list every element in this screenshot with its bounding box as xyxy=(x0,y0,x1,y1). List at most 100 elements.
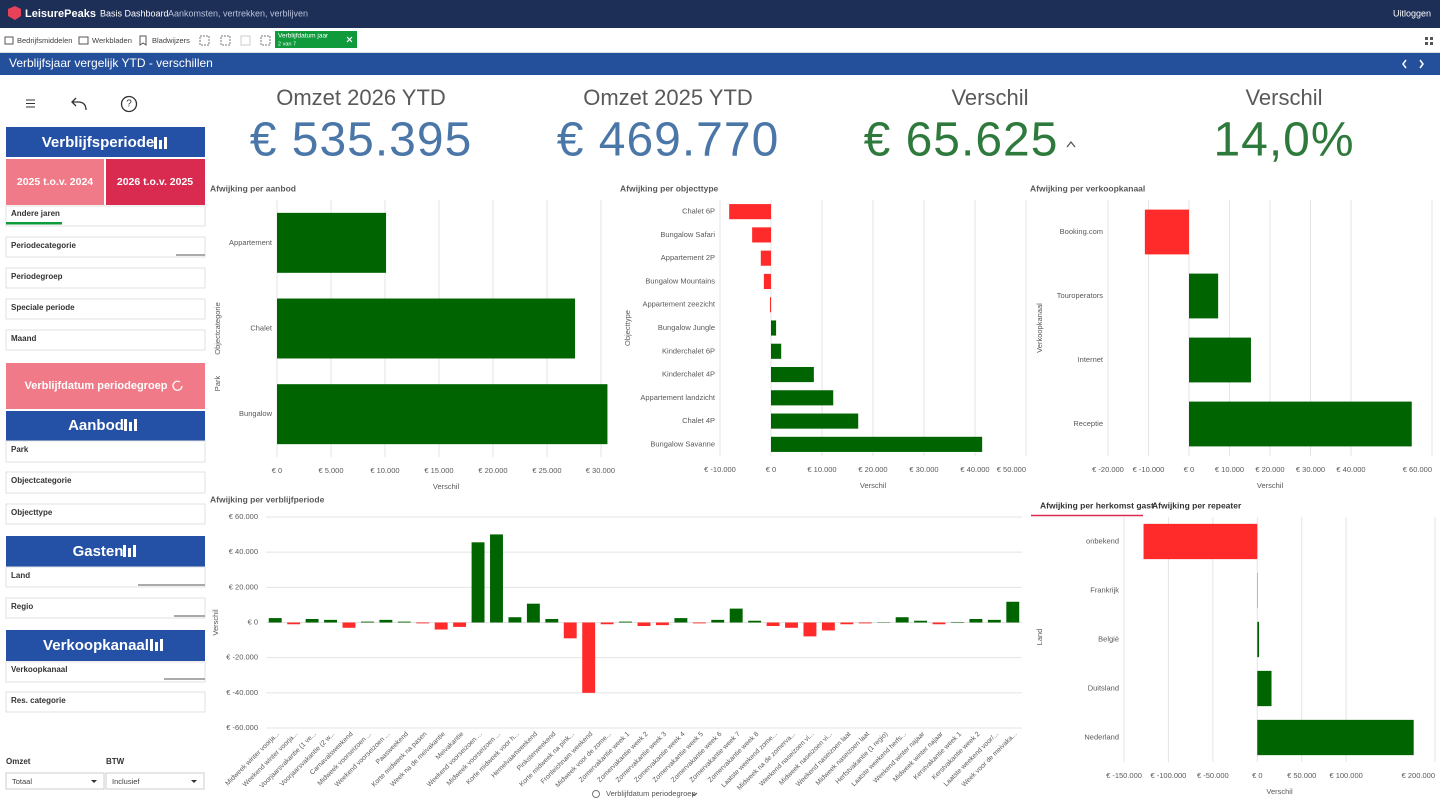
bar xyxy=(771,436,983,452)
group-button[interactable] xyxy=(6,363,205,409)
back-icon[interactable] xyxy=(71,97,87,111)
revenue-dropdown[interactable] xyxy=(5,772,105,790)
assets-icon xyxy=(4,36,14,45)
category-label: Bungalow Jungle xyxy=(658,323,715,332)
bar xyxy=(268,618,282,623)
category-label: Nederland xyxy=(1084,732,1119,741)
sheets-icon xyxy=(78,36,89,45)
x-tick-label: € 200.000 xyxy=(1402,771,1435,780)
logout[interactable]: Uitloggen xyxy=(1393,8,1431,18)
filter-box[interactable] xyxy=(5,298,206,320)
clear-selection[interactable] xyxy=(346,36,353,43)
compare-button-label: 2026 t.o.v. 2025 xyxy=(117,176,193,188)
help-icon[interactable] xyxy=(120,95,138,113)
x-tick-label: € 60.000 xyxy=(1403,465,1432,474)
bar xyxy=(1257,621,1260,658)
filter-box[interactable] xyxy=(5,691,206,713)
bar xyxy=(763,273,771,290)
category-label: Appartement zeezicht xyxy=(642,300,715,309)
assets-button[interactable]: Bedrijfsmiddelen xyxy=(17,36,72,45)
bar xyxy=(360,621,374,623)
bar xyxy=(277,298,576,359)
filter-box[interactable] xyxy=(5,597,206,619)
select-tool[interactable] xyxy=(260,35,271,46)
filter-box[interactable] xyxy=(5,205,206,227)
kpi-label: Omzet 2025 YTD xyxy=(583,85,753,110)
y-tick-label: € 20.000 xyxy=(229,582,258,591)
compare-button[interactable] xyxy=(106,159,205,205)
period-dropdown[interactable]: Verblijfdatum periodegroep xyxy=(606,789,696,798)
x-tick-label: € 10.000 xyxy=(807,465,836,474)
compare-button-label: 2025 t.o.v. 2024 xyxy=(17,176,93,188)
bar xyxy=(453,622,467,627)
bar xyxy=(729,204,771,220)
x-tick-label: € -10.000 xyxy=(704,465,736,474)
select-tool[interactable] xyxy=(199,35,210,46)
filter-box[interactable] xyxy=(5,661,206,683)
dropdown-icon xyxy=(592,790,600,798)
x-tick-label: € 0 xyxy=(272,466,282,475)
period-button[interactable] xyxy=(6,127,205,157)
bar xyxy=(1006,601,1020,623)
logo: LeisurePeaks xyxy=(25,8,96,20)
category-label: Chalet 6P xyxy=(682,207,715,216)
filter-label: Speciale periode xyxy=(11,303,75,312)
x-tick-label: € 50.000 xyxy=(1287,771,1316,780)
filter-box[interactable] xyxy=(5,236,206,258)
bar xyxy=(287,622,301,625)
category-label: Bungalow Safari xyxy=(660,230,715,239)
bar xyxy=(600,622,614,625)
x-tick-label: € 30.000 xyxy=(1296,465,1325,474)
group-button-label: Verblijfdatum periodegroep xyxy=(24,380,167,392)
filter-label: Periodecategorie xyxy=(11,241,76,250)
selection-chip[interactable] xyxy=(275,31,357,48)
filter-label: Verkoopkanaal xyxy=(11,665,67,674)
x-tick-label: € -50.000 xyxy=(1197,771,1229,780)
period-filters: Andere jaren Periodecategorie Periodegro… xyxy=(5,205,206,351)
bar xyxy=(771,320,777,336)
bar xyxy=(619,621,633,623)
channel-button[interactable] xyxy=(6,630,205,661)
period-button-label: Verblijfsperiode xyxy=(42,134,155,151)
kpi-label: Verschil xyxy=(1245,85,1322,110)
y-axis-label: Verkoopkanaal xyxy=(1035,303,1044,353)
filter-box[interactable] xyxy=(5,471,206,494)
x-axis-label: Verschil xyxy=(1266,787,1293,796)
guests-button[interactable] xyxy=(6,536,205,567)
menu-icon[interactable] xyxy=(26,99,35,108)
sheet-nav[interactable] xyxy=(1402,59,1424,69)
y-axis-label: Land xyxy=(1035,629,1044,646)
x-axis-label: Verschil xyxy=(433,482,460,491)
y-tick-label: € -20.000 xyxy=(226,653,258,662)
bar xyxy=(434,622,448,630)
select-tool[interactable] xyxy=(220,35,231,46)
bar xyxy=(771,413,859,429)
app-name[interactable]: Basis Dashboard xyxy=(100,8,169,18)
grid-icon[interactable] xyxy=(1425,37,1433,45)
x-tick-label: € 0 xyxy=(1252,771,1262,780)
x-tick-label: € 30.000 xyxy=(909,465,938,474)
tab-active[interactable]: Afwijking per herkomst gast xyxy=(1040,500,1154,510)
compare-button[interactable] xyxy=(6,159,104,205)
filter-box[interactable] xyxy=(5,267,206,289)
bar xyxy=(748,620,762,623)
select-tool[interactable] xyxy=(240,35,251,46)
bar xyxy=(397,621,411,623)
offer-button[interactable] xyxy=(6,411,205,441)
tab[interactable]: Afwijking per repeater xyxy=(1152,500,1242,510)
sheets-button[interactable]: Werkbladen xyxy=(92,36,132,45)
category-label: Bungalow Mountains xyxy=(645,276,715,285)
x-tick-label: € 100.000 xyxy=(1329,771,1362,780)
filter-box[interactable] xyxy=(5,503,206,525)
bookmarks-button[interactable]: Bladwijzers xyxy=(152,36,190,45)
bar xyxy=(655,622,669,626)
bar xyxy=(895,617,909,623)
y-axis-label: Verschil xyxy=(211,609,220,636)
chart-title: Afwijking per objecttype xyxy=(620,183,719,193)
filter-box[interactable] xyxy=(5,329,206,351)
x-tick-label: € 40.000 xyxy=(1336,465,1365,474)
filter-box[interactable] xyxy=(5,566,206,588)
filter-box[interactable] xyxy=(5,440,206,463)
vat-dropdown[interactable] xyxy=(105,772,205,790)
category-label: onbekend xyxy=(1086,536,1119,545)
